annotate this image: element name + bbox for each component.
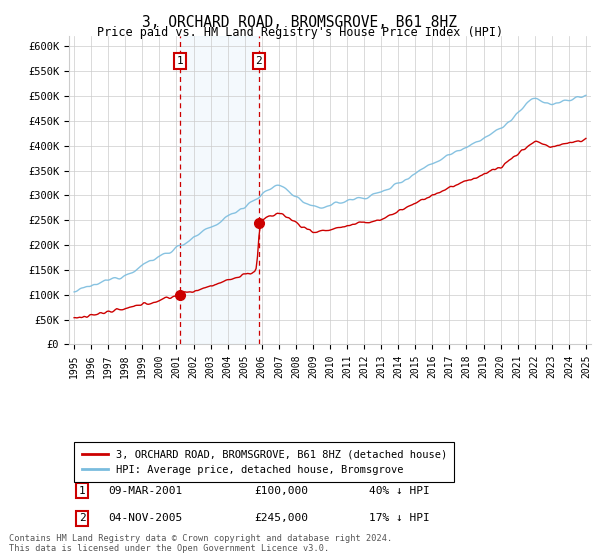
Text: 40% ↓ HPI: 40% ↓ HPI	[369, 486, 430, 496]
Text: 09-MAR-2001: 09-MAR-2001	[108, 486, 182, 496]
Text: 3, ORCHARD ROAD, BROMSGROVE, B61 8HZ: 3, ORCHARD ROAD, BROMSGROVE, B61 8HZ	[143, 15, 458, 30]
Text: Price paid vs. HM Land Registry's House Price Index (HPI): Price paid vs. HM Land Registry's House …	[97, 26, 503, 39]
Text: 04-NOV-2005: 04-NOV-2005	[108, 514, 182, 524]
Text: 2: 2	[256, 56, 262, 66]
Text: 2: 2	[79, 514, 85, 524]
Text: 17% ↓ HPI: 17% ↓ HPI	[369, 514, 430, 524]
Text: 1: 1	[176, 56, 184, 66]
Text: £100,000: £100,000	[254, 486, 308, 496]
Text: Contains HM Land Registry data © Crown copyright and database right 2024.
This d: Contains HM Land Registry data © Crown c…	[9, 534, 392, 553]
Text: 1: 1	[79, 486, 85, 496]
Bar	[180, 36, 259, 344]
Text: £245,000: £245,000	[254, 514, 308, 524]
Legend: 3, ORCHARD ROAD, BROMSGROVE, B61 8HZ (detached house), HPI: Average price, detac: 3, ORCHARD ROAD, BROMSGROVE, B61 8HZ (de…	[74, 442, 454, 482]
